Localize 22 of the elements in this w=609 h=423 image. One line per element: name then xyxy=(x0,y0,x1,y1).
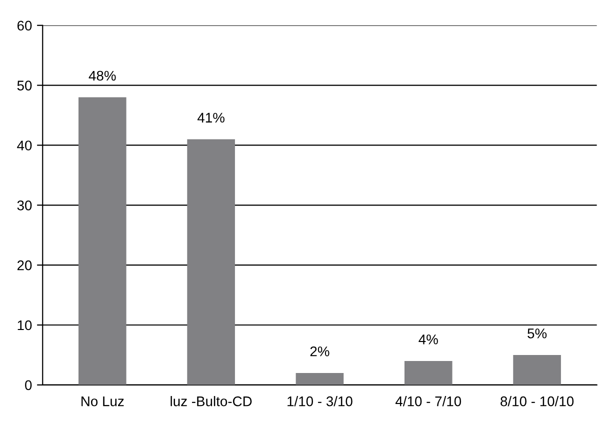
data-label: 4% xyxy=(418,334,438,344)
bar xyxy=(187,139,235,385)
y-tick-label: 60 xyxy=(17,20,32,31)
x-tick-label: 1/10 - 3/10 xyxy=(288,396,352,406)
x-tick-label: 4/10 - 7/10 xyxy=(396,396,462,406)
bar xyxy=(78,97,126,385)
y-tick-label: 0 xyxy=(25,380,32,390)
y-tick-label: 40 xyxy=(17,140,32,150)
bar xyxy=(513,354,561,385)
data-label: 48% xyxy=(88,70,116,81)
y-tick-label: 20 xyxy=(17,260,32,270)
data-label: 5% xyxy=(528,328,547,338)
bar xyxy=(404,360,452,385)
data-label: 2% xyxy=(310,346,330,356)
x-tick-label: 8/10 - 10/10 xyxy=(500,396,574,406)
x-tick-label: luz -Bulto-CD xyxy=(170,396,252,406)
y-tick-label: 30 xyxy=(17,200,32,210)
y-tick-label: 10 xyxy=(18,320,32,330)
x-tick-label: No Luz xyxy=(82,396,124,406)
data-label: 41% xyxy=(197,112,224,123)
y-tick-label: 50 xyxy=(17,80,32,90)
bar xyxy=(296,372,344,385)
